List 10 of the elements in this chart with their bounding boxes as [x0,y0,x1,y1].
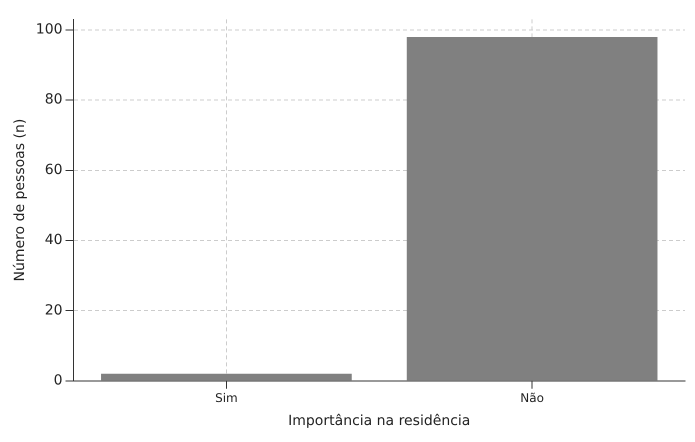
y-tick-label: 100 [36,22,63,38]
x-axis-title: Importância na residência [288,413,470,430]
y-tick-label: 80 [44,92,63,108]
y-tick-label: 0 [54,372,63,388]
y-tick-label: 60 [44,162,63,178]
x-tick-label: Não [520,391,544,406]
y-tick-label: 40 [44,232,63,248]
y-tick-label: 20 [44,302,63,318]
y-axis-title: Número de pessoas (n) [12,118,28,282]
x-tick-label: Sim [215,391,238,406]
